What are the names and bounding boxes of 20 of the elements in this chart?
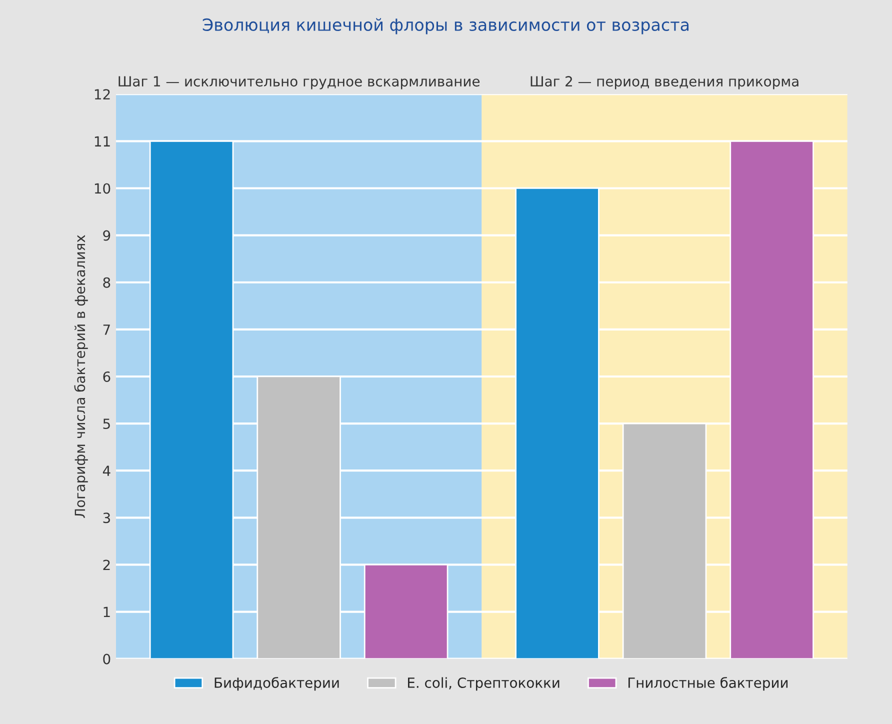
legend-label: E. coli, Стрептококки — [408, 677, 560, 691]
y-tick-label: 6 — [103, 371, 110, 382]
y-tick-label: 12 — [94, 89, 110, 100]
y-tick-label: 0 — [103, 654, 110, 664]
y-axis-title: Логарифм числа бактерий в фекалиях — [74, 235, 88, 518]
chart-title: Эволюция кишечной флоры в зависимости от возраста — [202, 18, 688, 34]
y-tick-label: 4 — [102, 466, 110, 476]
legend-label: Бифидобактерии — [214, 676, 339, 691]
y-tick-label: 3 — [103, 512, 110, 524]
y-tick-label: 7 — [103, 324, 110, 335]
x-tick-label: Шаг 1 — исключительно грудное вскармливание — [118, 76, 480, 90]
y-tick-label: 2 — [103, 560, 110, 570]
y-tick-label: 9 — [103, 230, 110, 241]
legend-label: Гнилостные бактерии — [628, 676, 788, 691]
y-tick-label: 11 — [94, 136, 110, 146]
y-tick-label: 5 — [103, 418, 110, 430]
y-tick-label: 1 — [104, 606, 110, 618]
x-tick-label: Шаг 2 — период введения прикорма — [530, 76, 798, 90]
y-tick-label: 10 — [94, 183, 110, 194]
y-tick-label: 8 — [103, 277, 110, 288]
